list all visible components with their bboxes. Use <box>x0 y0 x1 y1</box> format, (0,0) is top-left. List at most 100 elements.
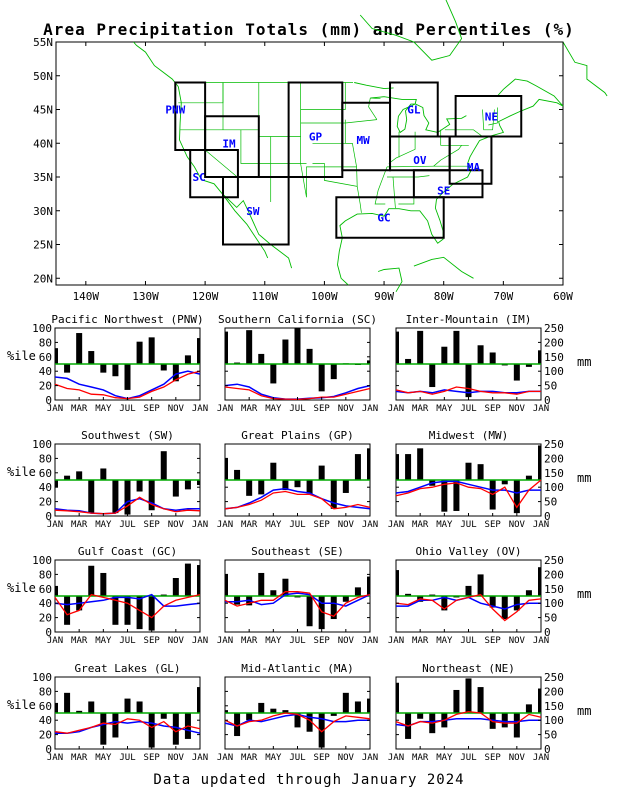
x-tick-label: JAN <box>192 520 208 530</box>
percentile-bar <box>112 480 119 514</box>
state-border-23 <box>482 109 495 131</box>
observed-precip-line <box>395 386 541 395</box>
percentile-bar <box>172 578 179 596</box>
region-box-ne <box>454 95 523 138</box>
percentile-bar <box>197 687 200 713</box>
state-border-22 <box>432 145 469 167</box>
y-tick-label-left: 40 <box>39 714 52 727</box>
percentile-bar <box>477 345 484 364</box>
observed-precip-line <box>54 718 201 734</box>
panel-title: Inter-Mountain (IM) <box>406 313 532 326</box>
percentile-bar <box>282 480 289 491</box>
coastline-segment-6 <box>413 256 474 279</box>
coastline-segment-7 <box>377 267 403 293</box>
percentile-bar <box>513 713 520 738</box>
percentile-bar <box>197 565 200 596</box>
percentile-bar <box>513 480 520 514</box>
percentile-bar <box>172 713 179 745</box>
x-tick-label: JUL <box>119 520 135 530</box>
percentile-bar <box>136 596 143 630</box>
percentile-bar <box>76 333 83 364</box>
y-tick-label-right: 0 <box>544 743 551 756</box>
state-border-14 <box>392 176 396 209</box>
x-tick-label: SEP <box>314 404 331 414</box>
x-tick-label: SEP <box>144 636 161 646</box>
y-tick-label-left: 0 <box>45 743 52 756</box>
percentile-bar <box>525 704 532 713</box>
region-label-sw: SW <box>246 205 260 218</box>
x-tick-label: JUL <box>289 636 305 646</box>
x-tick-label: MAY <box>95 753 112 763</box>
percentile-bar <box>64 475 71 480</box>
panel-2: Southern California (SC) JAN MAR MAY JUL SEP N… <box>217 313 378 414</box>
percentile-bar <box>124 698 131 713</box>
y-tick-label-right: 100 <box>544 597 564 610</box>
x-tick-label: NOV <box>168 404 185 414</box>
percentile-bar <box>197 338 200 364</box>
y-tick-label-right: 0 <box>544 626 551 639</box>
percentile-bar <box>100 468 107 480</box>
y-tick-label-right: 100 <box>544 714 564 727</box>
percentile-bar <box>429 594 436 596</box>
percentile-bar <box>55 585 58 596</box>
coastline-segment-9 <box>354 82 394 90</box>
percentile-bar <box>270 590 277 596</box>
state-border-21 <box>444 129 483 137</box>
y-tick-label-right: 250 <box>544 671 564 684</box>
y-tick-label-right: 50 <box>544 380 557 393</box>
y-axis-label-right: mm <box>577 704 591 718</box>
panel-title: Great Lakes (GL) <box>75 662 181 675</box>
y-tick-label-left: 0 <box>45 510 52 523</box>
x-tick-label: JAN <box>192 753 208 763</box>
percentile-bar <box>441 346 448 364</box>
percentile-bar <box>342 596 349 602</box>
map-lon-label: 130W <box>132 290 159 303</box>
x-tick-label: MAR <box>71 404 88 414</box>
y-axis-label-left: %ile <box>7 581 36 595</box>
x-tick-label: NOV <box>338 404 355 414</box>
x-tick-label: MAY <box>436 404 453 414</box>
x-tick-label: MAR <box>412 520 429 530</box>
map-lat-label: 55N <box>33 36 53 49</box>
percentile-bar <box>396 570 399 596</box>
percentile-bar <box>234 596 241 605</box>
percentile-bar <box>184 563 191 596</box>
map-lat-label: 50N <box>33 70 53 83</box>
percentile-bar <box>501 364 508 366</box>
percentile-bar <box>258 702 265 713</box>
percentile-bar <box>246 330 253 364</box>
percentile-bar <box>184 355 191 364</box>
panel-11: Mid-Atlantic (MA) JAN MAR MAY JUL SEP NOV JAN <box>217 662 378 763</box>
observed-precip-line <box>395 710 542 727</box>
x-tick-label: MAR <box>71 636 88 646</box>
percentile-bar <box>306 596 313 627</box>
y-tick-label-left: 60 <box>39 700 52 713</box>
percentile-bar <box>225 574 228 596</box>
percentile-bar <box>112 596 119 625</box>
region-label-se: SE <box>437 185 450 198</box>
normal-precip-line <box>225 592 371 607</box>
percentile-bar <box>160 713 167 719</box>
y-tick-label-left: 40 <box>39 481 52 494</box>
state-border-20 <box>440 129 469 146</box>
percentile-bar <box>55 702 58 713</box>
x-tick-label: JUL <box>119 636 135 646</box>
y-tick-label-left: 20 <box>39 380 52 393</box>
panel-title: Great Plains (GP) <box>241 429 354 442</box>
percentile-bar <box>225 331 228 364</box>
percentile-bar <box>136 341 143 364</box>
precip-region-map: PNW SC IM SW GP MW GL OV SE GC MA NE 55N 50N 45N 40N 35N… <box>33 0 608 303</box>
y-tick-label-left: 100 <box>32 322 52 335</box>
y-tick-label-right: 150 <box>544 351 564 364</box>
figure-title: Area Precipitation Totals (mm) and Perce… <box>43 20 575 39</box>
y-tick-label-left: 60 <box>39 467 52 480</box>
x-tick-label: MAR <box>71 520 88 530</box>
coastline-segment-4 <box>133 41 179 87</box>
x-tick-label: NOV <box>168 636 185 646</box>
x-tick-label: NOV <box>509 636 526 646</box>
x-tick-label: JAN <box>217 520 233 530</box>
region-label-ov: OV <box>413 154 427 167</box>
percentile-bar <box>354 701 361 713</box>
map-lat-label: 35N <box>33 171 53 184</box>
percentile-bar <box>88 480 95 514</box>
